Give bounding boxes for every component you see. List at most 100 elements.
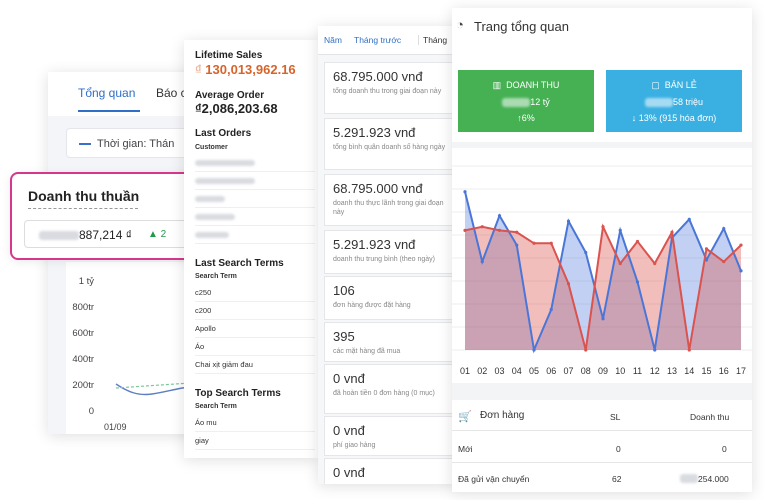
order-row[interactable] [195,154,315,172]
dashboard-title: Trang tổng quan [474,19,569,34]
tab-reports[interactable]: Báo c [156,86,187,100]
series-area [465,191,741,350]
data-point[interactable] [722,226,726,231]
order-qty: 62 [612,474,622,484]
data-point[interactable] [618,261,622,266]
data-point[interactable] [497,214,502,218]
y-tick: 600tr [72,328,94,339]
data-point[interactable] [497,228,502,232]
data-point[interactable] [687,348,691,352]
stat-card: 5.291.923 vnđ tổng bình quân doanh số hàn… [324,118,456,170]
x-tick-label: 10 [615,366,625,376]
search-term-row[interactable]: Áo [195,338,315,356]
kpi-value: 58 triệu [672,97,704,107]
y-tick: 400tr [72,354,94,365]
data-point[interactable] [635,239,640,244]
dashboard-panel: ◔ Trang tổng quan ▥ DOANH THU 12 tỷ ↑6% … [452,8,752,492]
customer-column-header: Customer [195,144,228,151]
qty-column-header: SL [610,412,621,422]
shopping-bag-icon: ▢ [651,80,660,90]
data-point[interactable] [566,282,571,286]
data-point[interactable] [532,348,536,352]
data-point[interactable] [463,228,467,232]
series-area [465,226,741,350]
top-search-term-row[interactable]: Áo mu [195,414,315,432]
search-term-row[interactable]: c250 [195,284,315,302]
data-point[interactable] [549,307,553,312]
net-revenue-value: 887,214 ₫ [79,228,132,242]
data-point[interactable] [584,348,588,352]
tab-last-month[interactable]: Tháng trước [354,35,402,45]
kpi-change: 13% (915 hóa đơn) [638,113,717,124]
kpi-title: BÁN LẺ [664,80,697,90]
data-point[interactable] [463,190,467,194]
blurred-customer [195,214,235,221]
data-point[interactable] [515,243,519,247]
data-point[interactable] [739,243,743,247]
cart-icon: 🛒 [458,411,472,423]
stat-card: 68.795.000 vnđ tổng doanh thu trong giai … [324,62,456,114]
arrow-down-icon: ↓ [631,113,637,124]
stat-card: 0 vnđ phí giao hàng [324,416,456,456]
order-revenue: 254.000 [698,474,729,484]
data-point[interactable] [532,241,536,245]
top-search-term-row[interactable]: giay [195,432,315,450]
data-point[interactable] [549,241,553,245]
stat-description: phí giao hàng [333,442,376,449]
search-term-row[interactable]: Chai xịt giảm đau [195,356,315,374]
kpi-revenue-card[interactable]: ▥ DOANH THU 12 tỷ ↑6% [458,70,594,132]
data-point[interactable] [480,225,484,229]
stat-card: 5.291.923 vnđ doanh thu trung bình (theo … [324,230,456,274]
mini-chart-line [115,383,191,396]
stat-value: 0 vnđ [333,465,365,480]
revenue-column-header: Doanh thu [690,412,730,422]
top-search-term-column-header: Search Term [195,403,237,410]
net-revenue-highlight: Doanh thu thuần 887,214 ₫ ▲ 2 [10,172,224,260]
data-point[interactable] [635,280,640,284]
x-tick-label: 17 [736,366,746,376]
data-point[interactable] [653,348,657,352]
data-point[interactable] [722,260,726,264]
title-underline [28,208,138,209]
data-point[interactable] [704,247,709,251]
kpi-retail-card[interactable]: ▢ BÁN LẺ 58 triệu ↓ 13% (915 hóa đơn) [606,70,742,132]
stat-card: 395 các mặt hàng đã mua [324,322,456,362]
data-point[interactable] [687,217,691,221]
data-point[interactable] [515,230,519,234]
stat-description: các mặt hàng đã mua [333,348,401,355]
stat-description: doanh thu thực lãnh trong giai đoạn này [333,200,444,216]
kpi-change: 6% [521,113,535,124]
order-qty: 0 [616,444,621,454]
stat-card: 68.795.000 vnđ doanh thu thực lãnh trong … [324,174,456,226]
order-row[interactable] [195,172,315,190]
x-tick-label: 06 [546,366,556,376]
search-term-row[interactable]: Apollo [195,320,315,338]
data-point[interactable] [739,269,743,273]
tab-overview[interactable]: Tổng quan [78,86,136,100]
data-point[interactable] [566,219,571,223]
tab-this-month[interactable]: Tháng [418,35,448,45]
dash-icon [79,143,91,146]
stat-value: 68.795.000 vnđ [333,69,423,84]
data-point[interactable] [653,261,657,266]
data-point[interactable] [584,250,588,255]
order-row[interactable] [195,208,315,226]
order-status-label: Mới [458,444,473,454]
data-point[interactable] [480,260,484,264]
period-tabs: Năm Tháng trước Tháng [318,26,456,55]
data-point[interactable] [601,225,605,229]
blurred-digits [502,98,531,108]
search-term-row[interactable]: c200 [195,302,315,320]
order-status-label: Đã gửi vận chuyển [458,474,530,484]
data-point[interactable] [601,317,605,321]
time-filter-label: Thời gian: Thán [97,138,175,150]
mini-chart-plot [115,382,191,396]
order-row[interactable] [195,190,315,208]
net-revenue-title: Doanh thu thuần [28,188,140,204]
data-point[interactable] [618,228,622,232]
lifetime-sales-value: ₫ 130,013,962.16 [195,62,296,77]
order-row[interactable] [195,226,315,244]
data-point[interactable] [670,230,674,234]
gauge-icon: ◔ [456,17,464,32]
tab-year[interactable]: Năm [324,35,342,45]
